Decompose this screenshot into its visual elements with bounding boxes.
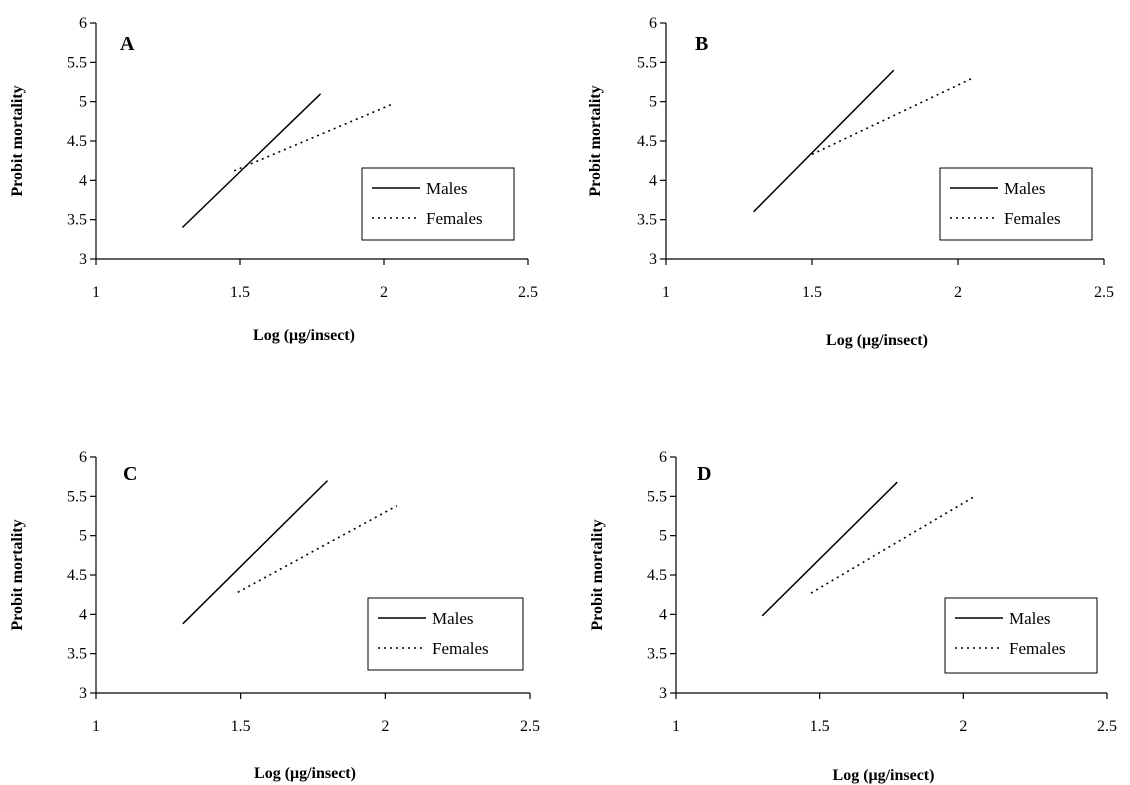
x-axis-title: Log (μg/insect) bbox=[253, 327, 355, 344]
y-tick-label: 5.5 bbox=[67, 54, 87, 71]
y-tick-label: 6 bbox=[79, 15, 87, 32]
x-tick-label: 2.5 bbox=[1097, 718, 1117, 735]
x-axis-title: Log (μg/insect) bbox=[826, 332, 928, 349]
x-tick-label: 2.5 bbox=[518, 284, 538, 301]
chart-panel-d: 3 3.5 4 4.5 5 5.5 6 1 1.5 2 2.5 Log (μg/insect) Prob… bbox=[589, 449, 1117, 784]
y-tick-label: 3.5 bbox=[637, 212, 657, 229]
y-tick-label: 5 bbox=[659, 528, 667, 545]
panel-letter: A bbox=[120, 33, 135, 55]
series-line-males bbox=[753, 69, 895, 213]
series-line-females bbox=[810, 495, 976, 594]
legend-label-males: Males bbox=[426, 179, 468, 198]
x-tick-label: 1.5 bbox=[810, 718, 830, 735]
y-tick-label: 5 bbox=[79, 94, 87, 111]
y-tick-label: 5.5 bbox=[67, 488, 87, 505]
x-tick-label: 1 bbox=[92, 718, 100, 735]
legend-label-females: Females bbox=[426, 209, 483, 228]
panel-letter: D bbox=[697, 463, 711, 485]
y-tick-label: 5 bbox=[79, 528, 87, 545]
panel-letter: C bbox=[123, 463, 137, 485]
y-tick-label: 4.5 bbox=[647, 567, 667, 584]
legend-label-females: Females bbox=[1009, 639, 1066, 658]
y-tick-label: 6 bbox=[659, 449, 667, 466]
x-tick-label: 1 bbox=[672, 718, 680, 735]
legend-box bbox=[361, 167, 515, 241]
y-tick-label: 6 bbox=[79, 449, 87, 466]
x-tick-label: 2 bbox=[959, 718, 967, 735]
legend-label-males: Males bbox=[1004, 179, 1046, 198]
series-line-males bbox=[761, 481, 898, 617]
legend-label-females: Females bbox=[432, 639, 489, 658]
x-tick-label: 1 bbox=[662, 284, 670, 301]
chart-panel-c: 3 3.5 4 4.5 5 5.5 6 1 1.5 2 2.5 Log (μg/insect) Prob… bbox=[9, 449, 540, 782]
legend: Males Females bbox=[361, 167, 515, 241]
x-axis-title: Log (μg/insect) bbox=[254, 765, 356, 782]
legend: Males Females bbox=[944, 597, 1098, 674]
y-tick-label: 3 bbox=[649, 251, 657, 268]
series-line-females bbox=[233, 103, 393, 172]
y-tick-label: 4.5 bbox=[67, 567, 87, 584]
y-tick-label: 4.5 bbox=[67, 133, 87, 150]
y-tick-label: 4 bbox=[79, 606, 87, 623]
legend-label-females: Females bbox=[1004, 209, 1061, 228]
x-tick-label: 2 bbox=[381, 718, 389, 735]
y-tick-label: 4 bbox=[79, 172, 87, 189]
panel-letter: B bbox=[695, 33, 708, 55]
y-tick-label: 3.5 bbox=[647, 646, 667, 663]
series-line-males bbox=[182, 480, 329, 625]
legend-box bbox=[367, 597, 524, 671]
x-tick-label: 1.5 bbox=[802, 284, 822, 301]
series-line-females bbox=[237, 505, 398, 594]
chart-panel-b: 3 3.5 4 4.5 5 5.5 6 1 1.5 2 2.5 Log (μg/insect) Prob… bbox=[587, 15, 1114, 349]
legend: Males Females bbox=[939, 167, 1093, 241]
y-axis-title: Probit mortality bbox=[9, 519, 26, 630]
y-tick-label: 3 bbox=[659, 685, 667, 702]
y-axis-title: Probit mortality bbox=[589, 519, 606, 630]
chart-panel-a: 3 3.5 4 4.5 5 5.5 6 1 1.5 2 2.5 Log (μg/insect) Prob… bbox=[9, 15, 538, 344]
y-tick-label: 5 bbox=[649, 94, 657, 111]
y-tick-label: 4 bbox=[659, 606, 667, 623]
x-tick-label: 1 bbox=[92, 284, 100, 301]
x-tick-label: 1.5 bbox=[230, 284, 250, 301]
y-tick-label: 3 bbox=[79, 685, 87, 702]
x-tick-label: 2 bbox=[954, 284, 962, 301]
series-line-males bbox=[181, 93, 322, 229]
y-tick-label: 3.5 bbox=[67, 212, 87, 229]
y-axis-title: Probit mortality bbox=[9, 85, 26, 196]
legend-label-males: Males bbox=[1009, 609, 1051, 628]
y-axis-title: Probit mortality bbox=[587, 85, 604, 196]
x-tick-label: 2.5 bbox=[1094, 284, 1114, 301]
x-tick-label: 2.5 bbox=[520, 718, 540, 735]
x-tick-label: 2 bbox=[380, 284, 388, 301]
y-tick-label: 5.5 bbox=[637, 54, 657, 71]
legend: Males Females bbox=[367, 597, 524, 671]
legend-box bbox=[944, 597, 1098, 674]
y-tick-label: 4.5 bbox=[637, 133, 657, 150]
y-tick-label: 3 bbox=[79, 251, 87, 268]
y-tick-label: 3.5 bbox=[67, 646, 87, 663]
x-tick-label: 1.5 bbox=[231, 718, 251, 735]
legend-box bbox=[939, 167, 1093, 241]
y-tick-label: 6 bbox=[649, 15, 657, 32]
series-line-females bbox=[811, 77, 973, 156]
legend-label-males: Males bbox=[432, 609, 474, 628]
y-tick-label: 4 bbox=[649, 172, 657, 189]
x-axis-title: Log (μg/insect) bbox=[833, 767, 935, 784]
y-tick-label: 5.5 bbox=[647, 488, 667, 505]
